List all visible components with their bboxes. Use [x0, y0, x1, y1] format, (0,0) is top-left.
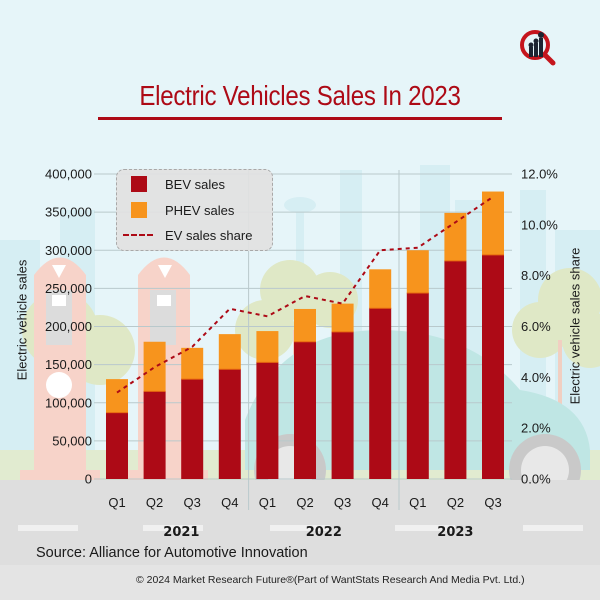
y-axis-label: Electric vehicle sales	[14, 259, 30, 381]
y2-tick-label: 8.0%	[521, 268, 551, 283]
x-axis-ticks: Q1 Q2 Q3 Q4 Q1 Q2 Q3 Q4 Q1 Q2 Q3	[108, 495, 501, 510]
page-title: Electric Vehicles Sales In 2023	[139, 80, 461, 111]
footer-band	[0, 565, 600, 600]
y-tick-label: 250,000	[45, 281, 92, 296]
bars	[106, 191, 504, 479]
year-label: 2023	[437, 525, 473, 540]
ev-share-polyline	[116, 196, 494, 394]
bar-bev	[143, 391, 166, 479]
year-labels: 2021 2022 2023	[163, 525, 473, 540]
y2-axis-label: Electric vehicle sales share	[567, 247, 583, 405]
magnifier-bar-chart-icon	[520, 30, 556, 66]
x-tick-label: Q4	[372, 495, 389, 510]
y2-axis-ticks: 0.0% 2.0% 4.0% 6.0% 8.0% 10.0% 12.0%	[521, 167, 558, 487]
bar-bev	[331, 331, 354, 479]
dashed-line-swatch	[123, 234, 153, 236]
chart-legend: BEV sales PHEV sales EV sales share	[116, 169, 273, 251]
y-tick-label: 150,000	[45, 357, 92, 372]
x-tick-label: Q2	[296, 495, 313, 510]
y-axis-ticks: 0 50,000 100,000 150,000 200,000 250,000 300,0…	[45, 167, 92, 487]
bar-phev	[106, 379, 128, 413]
bar-bev	[444, 260, 467, 479]
bar-phev	[482, 191, 504, 255]
y2-tick-label: 2.0%	[521, 421, 551, 436]
x-tick-label: Q2	[146, 495, 163, 510]
bar-bev	[181, 379, 204, 479]
bar-bev	[106, 412, 128, 479]
legend-label: BEV sales	[165, 176, 225, 192]
year-label: 2022	[306, 525, 342, 540]
y2-tick-label: 4.0%	[521, 370, 551, 385]
bar-phev	[181, 347, 204, 380]
y-tick-label: 200,000	[45, 319, 92, 334]
y-tick-label: 400,000	[45, 167, 92, 182]
y-tick-label: 0	[85, 472, 92, 487]
bar-phev	[406, 250, 429, 293]
x-tick-label: Q1	[409, 495, 426, 510]
y2-tick-label: 0.0%	[521, 472, 551, 487]
copyright-note: © 2024 Market Research Future®(Part of W…	[136, 574, 525, 586]
x-tick-label: Q1	[108, 495, 125, 510]
bar-phev	[331, 303, 354, 332]
x-tick-label: Q3	[184, 495, 201, 510]
y-tick-label: 100,000	[45, 395, 92, 410]
bar-phev	[143, 341, 166, 392]
bar-bev	[218, 369, 241, 479]
bar-bev	[256, 362, 279, 479]
bar-bev	[406, 292, 429, 479]
legend-item-phev: PHEV sales	[117, 200, 234, 220]
title-underline	[98, 117, 502, 120]
bar-phev	[256, 331, 279, 363]
ev-share-line	[116, 196, 494, 394]
phev-swatch	[131, 202, 147, 218]
x-tick-label: Q1	[259, 495, 276, 510]
legend-label: EV sales share	[165, 227, 253, 243]
road-markings	[18, 525, 583, 531]
bar-bev	[482, 254, 504, 479]
source-note: Source: Alliance for Automotive Innovati…	[36, 545, 308, 561]
bev-swatch	[131, 176, 147, 192]
y2-tick-label: 10.0%	[521, 217, 558, 232]
bar-bev	[294, 341, 316, 479]
y2-tick-label: 12.0%	[521, 167, 558, 182]
legend-item-bev: BEV sales	[117, 174, 225, 194]
x-tick-label: Q3	[334, 495, 351, 510]
y-tick-label: 300,000	[45, 243, 92, 258]
bar-phev	[444, 212, 467, 261]
y2-tick-label: 6.0%	[521, 319, 551, 334]
y-tick-label: 350,000	[45, 205, 92, 220]
x-tick-label: Q4	[221, 495, 238, 510]
legend-item-ev-share: EV sales share	[117, 225, 252, 245]
y-tick-label: 50,000	[52, 433, 92, 448]
x-tick-label: Q2	[447, 495, 464, 510]
bar-phev	[294, 308, 316, 342]
legend-label: PHEV sales	[165, 202, 235, 218]
x-tick-label: Q3	[484, 495, 501, 510]
bar-phev	[369, 269, 392, 309]
year-label: 2021	[163, 525, 199, 540]
bar-bev	[369, 308, 392, 479]
bar-phev	[218, 334, 241, 370]
